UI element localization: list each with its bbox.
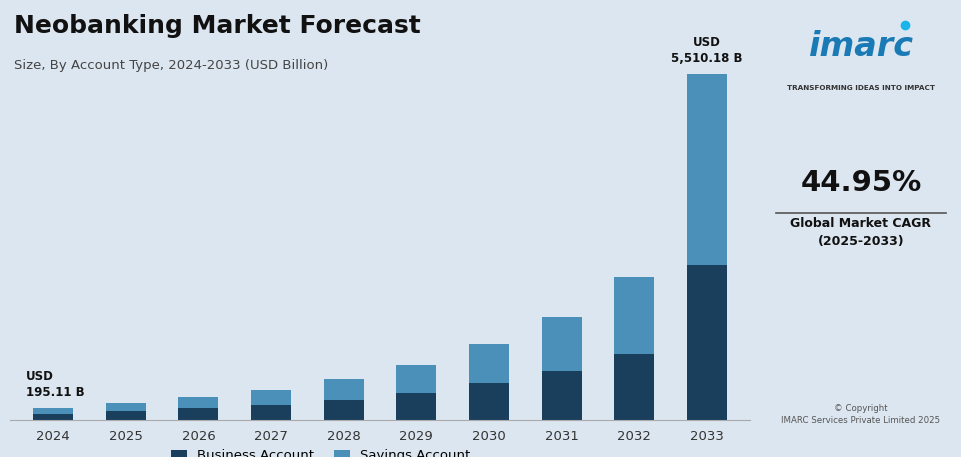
Bar <box>323 400 363 420</box>
Text: Size, By Account Type, 2024-2033 (USD Billion): Size, By Account Type, 2024-2033 (USD Bi… <box>14 59 329 72</box>
Bar <box>251 390 291 405</box>
Text: USD
195.11 B: USD 195.11 B <box>26 370 85 399</box>
Text: TRANSFORMING IDEAS INTO IMPACT: TRANSFORMING IDEAS INTO IMPACT <box>786 85 934 90</box>
Bar <box>34 408 73 414</box>
Text: © Copyright
IMARC Services Private Limited 2025: © Copyright IMARC Services Private Limit… <box>780 404 940 425</box>
Text: Global Market CAGR
(2025-2033): Global Market CAGR (2025-2033) <box>790 217 930 248</box>
Bar <box>613 276 653 354</box>
Bar <box>468 383 508 420</box>
Legend: Business Account, Savings Account: Business Account, Savings Account <box>166 445 474 457</box>
Bar <box>251 405 291 420</box>
Text: USD
5,510.18 B: USD 5,510.18 B <box>671 36 742 65</box>
Bar <box>686 74 726 265</box>
Bar <box>323 379 363 400</box>
Bar <box>468 345 508 383</box>
Bar <box>179 397 218 408</box>
Text: imarc: imarc <box>807 30 913 63</box>
Bar <box>34 414 73 420</box>
Bar <box>541 318 580 371</box>
Bar <box>613 354 653 420</box>
Bar <box>106 411 146 420</box>
Bar <box>686 265 726 420</box>
Bar <box>396 393 436 420</box>
Bar <box>179 408 218 420</box>
Bar <box>106 403 146 411</box>
Text: 44.95%: 44.95% <box>800 169 921 197</box>
Bar <box>541 371 580 420</box>
Text: Neobanking Market Forecast: Neobanking Market Forecast <box>14 14 421 38</box>
Bar <box>396 365 436 393</box>
